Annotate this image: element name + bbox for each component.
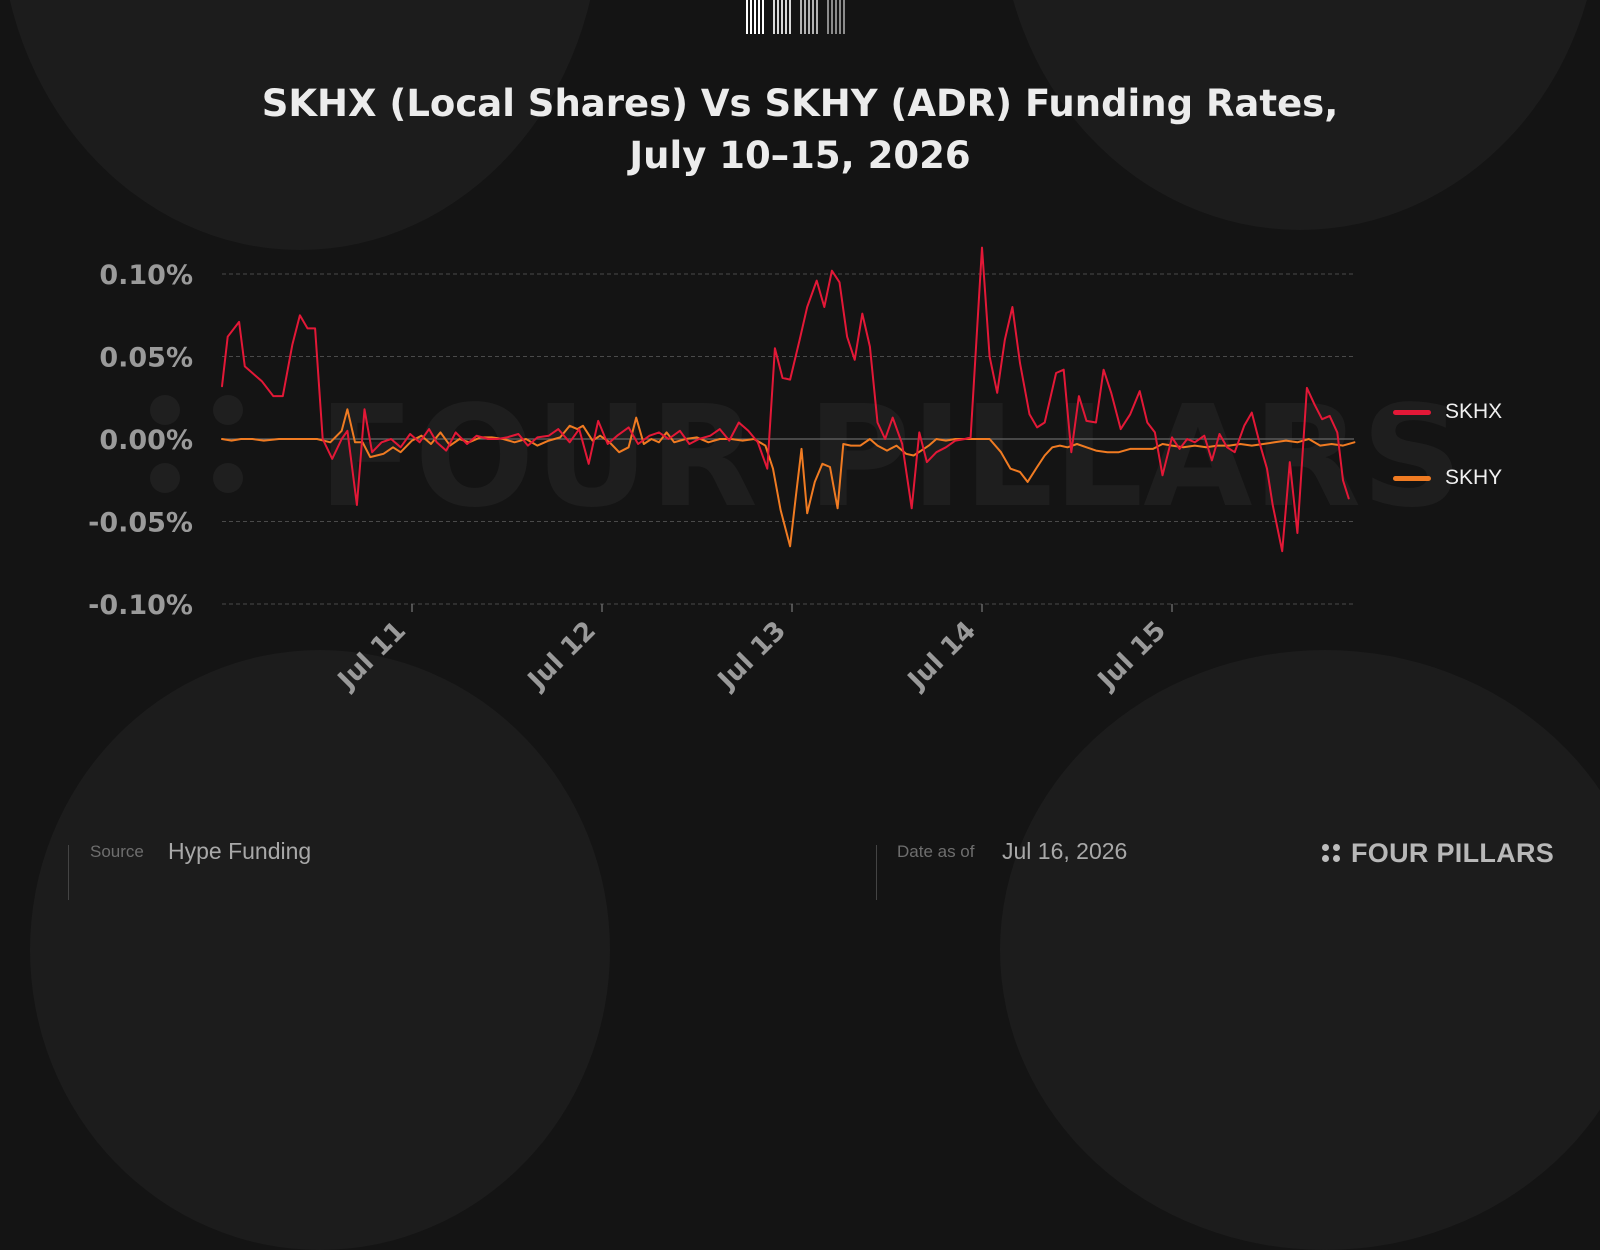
series-line-skhx bbox=[221, 246, 1350, 553]
legend-label-skhy: SKHY bbox=[1445, 466, 1503, 489]
legend-label-skhx: SKHX bbox=[1445, 400, 1503, 423]
source-value: Hype Funding bbox=[168, 838, 312, 864]
y-tick-label: -0.05% bbox=[88, 508, 193, 539]
source-key: Source bbox=[90, 842, 144, 861]
brand-logo: FOUR PILLARS bbox=[1322, 838, 1554, 869]
series-line-skhy bbox=[221, 408, 1356, 548]
footer-divider bbox=[876, 845, 877, 900]
watermark-dot bbox=[213, 395, 243, 425]
y-axis: 0.10% 0.05% 0.00% -0.05% -0.10% bbox=[88, 260, 193, 621]
date-key: Date as of bbox=[897, 842, 975, 861]
x-tick-label: Jul 11 bbox=[331, 616, 412, 697]
legend-item-skhy: SKHY bbox=[1393, 463, 1502, 493]
brand-name: FOUR PILLARS bbox=[1351, 838, 1555, 868]
grid bbox=[222, 273, 1354, 605]
footer-divider bbox=[68, 845, 69, 900]
x-tick-label: Jul 13 bbox=[711, 616, 792, 697]
date-value: Jul 16, 2026 bbox=[1002, 838, 1128, 864]
line-chart: FOUR PILLARS 0.10% 0.05% 0.00% -0.05% -0.10%… bbox=[88, 246, 1463, 697]
watermark-text: FOUR PILLARS bbox=[318, 376, 1463, 539]
x-tick-label: Jul 15 bbox=[1091, 616, 1172, 697]
legend-item-skhx: SKHX bbox=[1393, 397, 1502, 427]
y-tick-label: -0.10% bbox=[88, 590, 193, 621]
y-tick-label: 0.00% bbox=[99, 425, 193, 456]
x-tick-label: Jul 14 bbox=[901, 616, 982, 697]
x-axis: Jul 11 Jul 12 Jul 13 Jul 14 Jul 15 bbox=[331, 604, 1173, 697]
y-tick-label: 0.10% bbox=[99, 260, 193, 291]
x-tick-label: Jul 12 bbox=[521, 616, 602, 697]
watermark-dot bbox=[213, 463, 243, 493]
watermark: FOUR PILLARS bbox=[150, 376, 1463, 539]
watermark-dot bbox=[150, 463, 180, 493]
brand-dots-icon bbox=[1322, 843, 1342, 864]
series-group bbox=[221, 246, 1356, 553]
chart-title: SKHX (Local Shares) Vs SKHY (ADR) Fundin… bbox=[0, 78, 1600, 182]
legend-swatch-skhx bbox=[1393, 409, 1431, 415]
legend-swatch-skhy bbox=[1393, 475, 1431, 481]
chart-title-line-2: July 10–15, 2026 bbox=[629, 134, 971, 177]
barcode-logo bbox=[746, 0, 847, 34]
chart-title-line-1: SKHX (Local Shares) Vs SKHY (ADR) Fundin… bbox=[261, 82, 1339, 125]
y-tick-label: 0.05% bbox=[99, 343, 193, 374]
watermark-dot bbox=[150, 395, 180, 425]
